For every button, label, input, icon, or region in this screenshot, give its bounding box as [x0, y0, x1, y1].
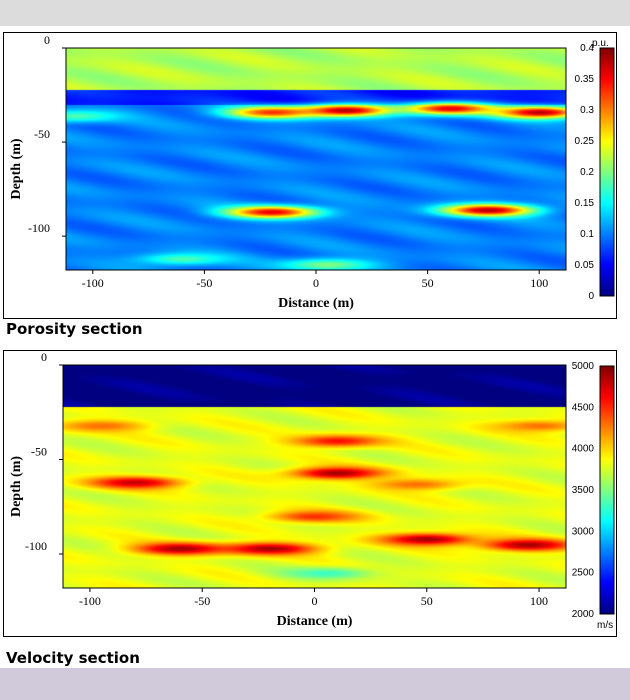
x-tick-label: 50 — [421, 594, 433, 608]
colorbar-tick-label: 0.25 — [575, 136, 595, 147]
x-tick-label: -100 — [79, 594, 101, 608]
x-tick-label: 0 — [313, 276, 319, 290]
velocity-x-ticks: -100 -50 0 50 100 — [79, 588, 548, 608]
y-tick-label: -50 — [34, 127, 50, 141]
velocity-caption: Velocity section — [6, 649, 140, 667]
y-tick-label: -100 — [28, 221, 50, 235]
porosity-colorbar-border — [599, 47, 615, 297]
porosity-x-label: Distance (m) — [278, 296, 354, 311]
colorbar-tick-label: 3000 — [572, 526, 595, 537]
porosity-heatmap — [66, 48, 566, 270]
y-tick-label: -100 — [25, 539, 47, 553]
colorbar-tick-label: 5000 — [572, 361, 595, 372]
colorbar-tick-label: 4500 — [572, 402, 595, 413]
colorbar-tick-label: 0.05 — [575, 260, 595, 271]
colorbar-tick-label: 3500 — [572, 485, 595, 496]
porosity-caption: Porosity section — [6, 320, 143, 338]
x-tick-label: 100 — [530, 594, 548, 608]
x-tick-label: 50 — [422, 276, 434, 290]
colorbar-tick-label: 4000 — [572, 444, 595, 455]
velocity-chart: -100 -50 0 50 100 0 -50 -100 Distance (m) Dept… — [9, 350, 615, 631]
velocity-y-ticks: 0 -50 -100 — [25, 350, 63, 555]
x-tick-label: 100 — [530, 276, 548, 290]
velocity-colorbar-ticks: 2000 2500 3000 3500 4000 4500 5000 — [572, 361, 595, 620]
x-tick-label: -50 — [194, 594, 210, 608]
x-tick-label: -100 — [82, 276, 104, 290]
colorbar-tick-label: 0.4 — [580, 43, 594, 54]
colorbar-tick-label: 2000 — [572, 609, 595, 620]
porosity-y-label: Depth (m) — [9, 138, 24, 199]
porosity-colorbar-ticks: 0 0.05 0.1 0.15 0.2 0.25 0.3 0.35 0.4 — [575, 43, 595, 302]
colorbar-tick-label: 0.35 — [575, 74, 595, 85]
colorbar-tick-label: 0.1 — [580, 229, 594, 240]
velocity-x-label: Distance (m) — [277, 614, 353, 629]
porosity-y-ticks: 0 -50 -100 — [28, 33, 66, 237]
velocity-colorbar-unit: m/s — [597, 620, 613, 631]
porosity-x-ticks: -100 -50 0 50 100 — [82, 270, 548, 290]
porosity-colorbar-unit: p.u. — [592, 38, 609, 49]
x-tick-label: 0 — [312, 594, 318, 608]
colorbar-tick-label: 2500 — [572, 568, 595, 579]
velocity-colorbar — [600, 366, 614, 614]
colorbar-tick-label: 0.3 — [580, 105, 594, 116]
y-tick-label: 0 — [44, 33, 50, 47]
colorbar-tick-label: 0 — [588, 291, 594, 302]
x-tick-label: -50 — [196, 276, 212, 290]
colorbar-tick-label: 0.15 — [575, 198, 595, 209]
velocity-heatmap — [63, 365, 566, 588]
bottom-band — [0, 668, 630, 700]
velocity-y-label: Depth (m) — [9, 456, 24, 517]
porosity-chart: -100 -50 0 50 100 0 -50 -100 Distance (m) Dept… — [9, 33, 615, 311]
y-tick-label: -50 — [31, 444, 47, 458]
velocity-colorbar-border — [599, 365, 615, 615]
y-tick-label: 0 — [41, 350, 47, 364]
colorbar-tick-label: 0.2 — [580, 167, 594, 178]
porosity-colorbar — [600, 48, 614, 296]
